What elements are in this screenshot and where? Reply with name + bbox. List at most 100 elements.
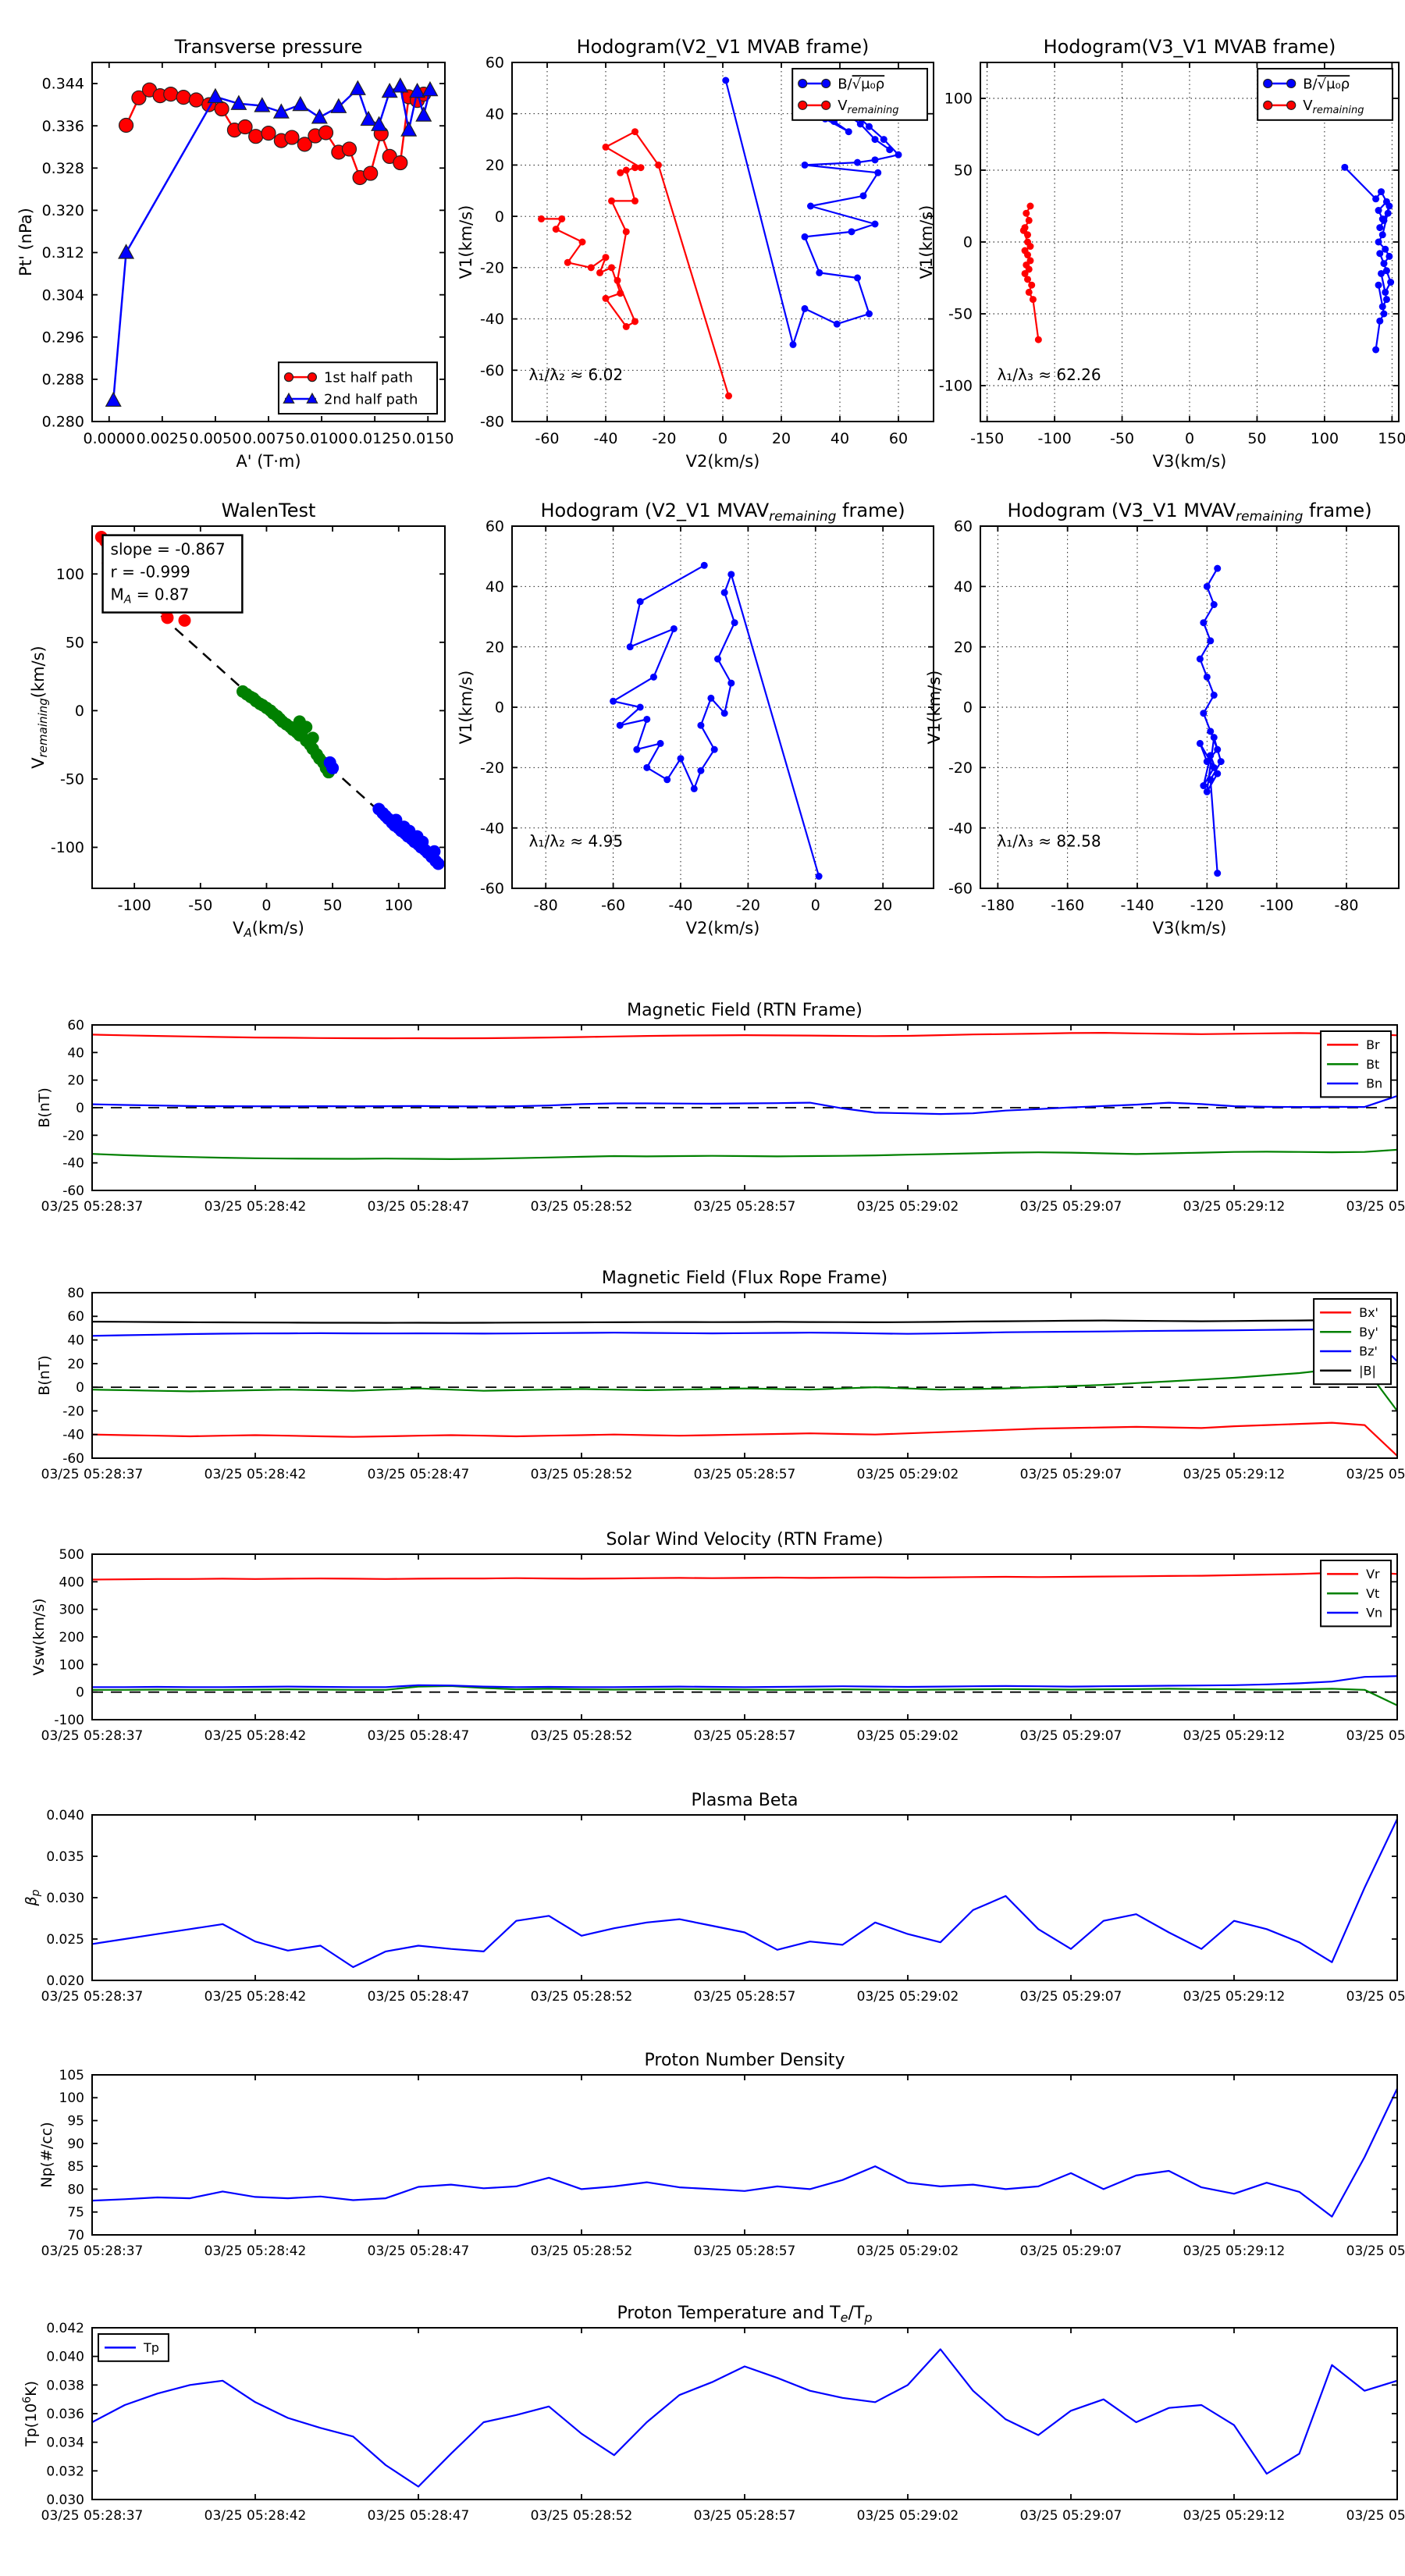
- circle-marker: [1263, 78, 1273, 89]
- x-tick-label: 03/25 05:29:17: [1346, 1467, 1405, 1482]
- triangle-marker: [349, 80, 366, 95]
- circle-marker: [1026, 243, 1034, 251]
- x-tick-label: 03/25 05:28:52: [531, 1199, 633, 1215]
- circle-marker: [318, 125, 334, 141]
- circle-marker: [1382, 296, 1390, 304]
- circle-marker: [821, 100, 831, 110]
- circle-marker: [1341, 163, 1349, 171]
- triangle-marker: [230, 94, 247, 110]
- circle-marker: [1385, 202, 1393, 210]
- legend-label: Tp: [143, 2340, 159, 2355]
- x-tick-label: 03/25 05:28:57: [694, 1199, 796, 1215]
- chart-title: Plasma Beta: [692, 1791, 799, 1810]
- magnetic-field-rtn-plot: 03/25 05:28:37 03/25 05:28:42 03/25 05:28:…: [36, 1001, 1405, 1215]
- legend: Tp: [98, 2333, 169, 2362]
- y-tick-label: -40: [948, 820, 973, 837]
- circle-marker: [610, 697, 617, 705]
- x-tick-label: 03/25 05:29:17: [1346, 2508, 1405, 2524]
- legend: B/√μ₀ρ Vremaining: [791, 68, 929, 121]
- x-tick-label: 03/25 05:28:42: [205, 1728, 307, 1744]
- x-tick-label: -50: [1110, 430, 1134, 447]
- circle-marker: [866, 310, 873, 318]
- x-tick-label: 03/25 05:29:17: [1346, 1989, 1405, 2005]
- y-tick-label: 75: [67, 2205, 84, 2221]
- circle-marker: [131, 90, 147, 105]
- circle-marker: [614, 276, 621, 284]
- circle-marker: [1200, 782, 1208, 790]
- x-tick-label: 60: [889, 430, 908, 447]
- x-tick-label: 0.0150: [402, 430, 454, 447]
- chart-canvas: 0.0000 0.0025 0.0050 0.0075 0.0100 0.0125 0.01…: [16, 36, 454, 471]
- chart-title: Solar Wind Velocity (RTN Frame): [606, 1530, 884, 1550]
- legend-label: |B|: [1359, 1363, 1376, 1378]
- x-tick-label: -40: [668, 897, 692, 914]
- circle-marker: [670, 624, 678, 632]
- circle-marker: [237, 119, 253, 135]
- annotation-text: λ₁/λ₂ ≈ 6.02: [529, 365, 623, 384]
- circle-marker: [1203, 582, 1211, 590]
- circle-marker: [1207, 752, 1215, 760]
- chart-title: Hodogram (V3_V1 MVAVremaining frame): [1007, 500, 1371, 525]
- circle-marker: [801, 304, 809, 312]
- hodogram-v2v1-mvab-plot: -60 -40 -20 0 20 40 60 -80 -60 -40 -20 0 20 40 60 Hodog…: [457, 36, 934, 471]
- circle-marker: [608, 264, 615, 272]
- y-tick-label: -60: [948, 881, 973, 898]
- circle-marker: [1029, 296, 1037, 304]
- circle-marker: [789, 340, 797, 348]
- x-tick-label: 03/25 05:29:12: [1183, 2243, 1286, 2259]
- y-axis-label: Tp(106K): [21, 2381, 40, 2447]
- x-tick-label: -160: [1051, 897, 1084, 914]
- series-Bn: [91, 1094, 1398, 1115]
- x-tick-label: 03/25 05:29:17: [1346, 2243, 1405, 2259]
- x-tick-label: 03/25 05:28:37: [41, 2243, 144, 2259]
- y-axis-label: V1(km/s): [457, 671, 475, 745]
- annotation: λ₁/λ₂ ≈ 6.02: [529, 365, 623, 384]
- circle-marker: [871, 136, 879, 144]
- chart-title: Hodogram(V2_V1 MVAB frame): [577, 36, 870, 58]
- circle-marker: [707, 694, 715, 702]
- circle-marker: [1210, 734, 1218, 742]
- circle-marker: [816, 269, 823, 276]
- x-tick-label: 03/25 05:28:47: [368, 1989, 470, 2005]
- y-tick-label: 100: [944, 91, 973, 108]
- x-tick-label: 03/25 05:28:42: [205, 1467, 307, 1482]
- y-tick-label: -40: [480, 311, 504, 328]
- circle-marker: [1207, 637, 1215, 645]
- circle-marker: [1210, 692, 1218, 699]
- y-tick-label: 0.040: [46, 2350, 84, 2365]
- y-tick-label: -60: [62, 1183, 84, 1199]
- circle-marker: [1203, 758, 1211, 766]
- circle-marker: [1380, 260, 1388, 268]
- x-tick-label: 03/25 05:28:57: [694, 1467, 796, 1482]
- series-Vn: [92, 1675, 1398, 1688]
- x-tick-label: 03/25 05:29:02: [857, 2508, 959, 2524]
- x-axis-label: V3(km/s): [1153, 919, 1227, 938]
- y-tick-label: 0.036: [46, 2407, 84, 2422]
- y-tick-label: -50: [60, 771, 84, 788]
- circle-marker: [710, 745, 718, 753]
- annotation-text: λ₁/λ₂ ≈ 4.95: [529, 832, 623, 851]
- x-tick-label: 03/25 05:29:12: [1183, 2508, 1286, 2524]
- y-tick-label: 60: [954, 518, 973, 535]
- x-tick-label: 03/25 05:29:12: [1183, 1199, 1286, 1215]
- y-tick-label: 20: [486, 157, 504, 174]
- y-tick-label: 20: [67, 1357, 84, 1372]
- circle-marker: [1200, 710, 1208, 717]
- x-tick-label: 03/25 05:28:57: [694, 2243, 796, 2259]
- circle-marker: [622, 322, 630, 330]
- circle-marker: [874, 169, 882, 176]
- circle-marker: [538, 215, 545, 222]
- legend-label: Bz': [1359, 1344, 1378, 1359]
- circle-marker: [727, 571, 735, 578]
- x-tick-label: 100: [1311, 430, 1339, 447]
- circle-marker: [1263, 100, 1273, 110]
- x-tick-label: 0.0100: [296, 430, 347, 447]
- chart-canvas: 03/25 05:28:37 03/25 05:28:42 03/25 05:28:…: [38, 2051, 1405, 2259]
- y-tick-label: -60: [480, 362, 504, 379]
- x-tick-label: 03/25 05:28:47: [368, 1467, 470, 1482]
- y-tick-label: 300: [59, 1603, 84, 1618]
- y-tick-label: 400: [59, 1574, 84, 1590]
- x-tick-label: 03/25 05:28:42: [205, 1989, 307, 2005]
- x-tick-label: 50: [1247, 430, 1266, 447]
- x-tick-label: 03/25 05:29:02: [857, 2243, 959, 2259]
